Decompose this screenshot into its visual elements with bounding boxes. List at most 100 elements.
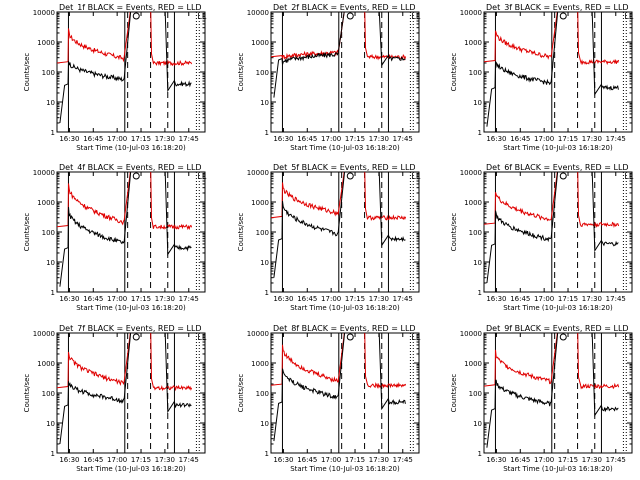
x-tick-label: 17:45 — [393, 456, 413, 464]
panel-title: Det_7f BLACK = Events, RED = LLD — [59, 324, 202, 333]
x-tick-label: 17:30 — [582, 295, 602, 303]
x-axis-label: Start Time (10-Jul-03 16:18:20) — [290, 465, 400, 473]
x-tick-label: 16:30 — [59, 135, 79, 143]
corner-label: LL — [411, 12, 420, 21]
events-series-line — [273, 172, 406, 278]
x-tick-label: 17:30 — [155, 135, 175, 143]
y-tick-label: 100 — [256, 390, 269, 398]
x-tick-label: 16:30 — [273, 135, 293, 143]
y-tick-label: 1000 — [464, 360, 482, 368]
panel-5f: Det_5f BLACK = Events, RED = LLD 1 10 100 10… — [237, 163, 421, 312]
corner-label: LL — [624, 12, 633, 21]
panel-title: Det_3f BLACK = Events, RED = LLD — [486, 3, 629, 12]
panel-1f: Det_1f BLACK = Events, RED = LLD 1 10 100 10… — [23, 3, 207, 152]
x-tick-label: 17:00 — [534, 456, 554, 464]
x-tick-label: 16:45 — [83, 456, 103, 464]
x-tick-label: 16:30 — [273, 456, 293, 464]
y-axis-label: Counts/sec — [23, 374, 31, 413]
y-tick-label: 1000 — [37, 199, 55, 207]
x-tick-label: 16:45 — [297, 135, 317, 143]
y-tick-label: 100 — [469, 229, 482, 237]
marker-circle — [559, 12, 567, 20]
x-tick-label: 16:45 — [510, 295, 530, 303]
y-tick-label: 1000 — [464, 39, 482, 47]
y-tick-label: 1000 — [251, 360, 269, 368]
marker-circle — [132, 12, 140, 20]
panel-title: Det_2f BLACK = Events, RED = LLD — [273, 3, 416, 12]
corner-label: LL — [624, 333, 633, 342]
y-tick-label: 10 — [260, 99, 269, 107]
panel-2f: Det_2f BLACK = Events, RED = LLD 1 10 100 10… — [237, 3, 421, 152]
x-axis-label: Start Time (10-Jul-03 16:18:20) — [503, 465, 613, 473]
y-tick-label: 100 — [42, 390, 55, 398]
y-tick-label: 1000 — [251, 39, 269, 47]
events-series-line — [273, 333, 406, 442]
y-tick-label: 1 — [265, 129, 269, 137]
y-tick-label: 1 — [51, 129, 55, 137]
panel-8f: Det_8f BLACK = Events, RED = LLD 1 10 100 10… — [237, 324, 421, 473]
y-axis-label: Counts/sec — [450, 53, 458, 92]
lld-series-line — [57, 333, 193, 392]
y-tick-label: 10 — [46, 99, 55, 107]
events-series-line — [59, 12, 192, 124]
x-tick-label: 17:15 — [558, 135, 578, 143]
x-axis-label: Start Time (10-Jul-03 16:18:20) — [503, 304, 613, 312]
y-tick-label: 100 — [256, 69, 269, 77]
x-tick-label: 17:30 — [155, 295, 175, 303]
x-tick-label: 17:00 — [534, 295, 554, 303]
marker-circle — [346, 172, 354, 180]
panel-7f: Det_7f BLACK = Events, RED = LLD 1 10 100 10… — [23, 324, 207, 473]
panel-title: Det_8f BLACK = Events, RED = LLD — [273, 324, 416, 333]
plot-frame — [56, 171, 206, 293]
y-tick-label: 10 — [473, 420, 482, 428]
lld-series-line — [484, 333, 620, 390]
plot-frame — [483, 171, 633, 293]
y-axis-label: Counts/sec — [237, 374, 245, 413]
y-axis-label: Counts/sec — [450, 213, 458, 252]
y-tick-label: 10 — [46, 420, 55, 428]
x-tick-label: 17:00 — [107, 456, 127, 464]
x-tick-label: 17:00 — [321, 295, 341, 303]
events-series-line — [59, 333, 192, 445]
x-tick-label: 17:45 — [179, 295, 199, 303]
x-tick-label: 16:30 — [486, 295, 506, 303]
y-tick-label: 10000 — [460, 9, 482, 17]
y-tick-label: 100 — [469, 69, 482, 77]
marker-circle — [559, 333, 567, 341]
x-tick-label: 16:30 — [273, 295, 293, 303]
x-tick-label: 17:30 — [155, 456, 175, 464]
x-tick-label: 17:45 — [606, 456, 626, 464]
panel-title: Det_5f BLACK = Events, RED = LLD — [273, 163, 416, 172]
lld-series-line — [57, 12, 193, 67]
y-axis-label: Counts/sec — [23, 53, 31, 92]
y-axis-label: Counts/sec — [23, 213, 31, 252]
x-axis-label: Start Time (10-Jul-03 16:18:20) — [76, 304, 186, 312]
x-tick-label: 17:00 — [321, 456, 341, 464]
lld-series-line — [57, 172, 193, 231]
x-axis-label: Start Time (10-Jul-03 16:18:20) — [290, 144, 400, 152]
events-series-line — [486, 12, 619, 127]
x-tick-label: 16:45 — [83, 295, 103, 303]
x-tick-label: 16:45 — [297, 295, 317, 303]
y-tick-label: 1000 — [464, 199, 482, 207]
marker-circle — [346, 333, 354, 341]
x-axis-label: Start Time (10-Jul-03 16:18:20) — [76, 144, 186, 152]
corner-label: LL — [197, 12, 206, 21]
marker-circle — [346, 12, 354, 20]
corner-label: LL — [624, 172, 633, 181]
corner-label: LL — [411, 172, 420, 181]
x-tick-label: 16:45 — [510, 456, 530, 464]
panel-title: Det_1f BLACK = Events, RED = LLD — [59, 3, 202, 12]
marker-circle — [132, 333, 140, 341]
lld-series-line — [484, 172, 620, 228]
y-tick-label: 10000 — [460, 169, 482, 177]
plot-frame — [270, 171, 420, 293]
x-tick-label: 17:00 — [534, 135, 554, 143]
panel-4f: Det_4f BLACK = Events, RED = LLD 1 10 100 10… — [23, 163, 207, 312]
y-tick-label: 100 — [42, 229, 55, 237]
x-tick-label: 17:30 — [369, 135, 389, 143]
x-tick-label: 17:00 — [321, 135, 341, 143]
x-tick-label: 17:00 — [107, 135, 127, 143]
y-tick-label: 10000 — [33, 9, 55, 17]
